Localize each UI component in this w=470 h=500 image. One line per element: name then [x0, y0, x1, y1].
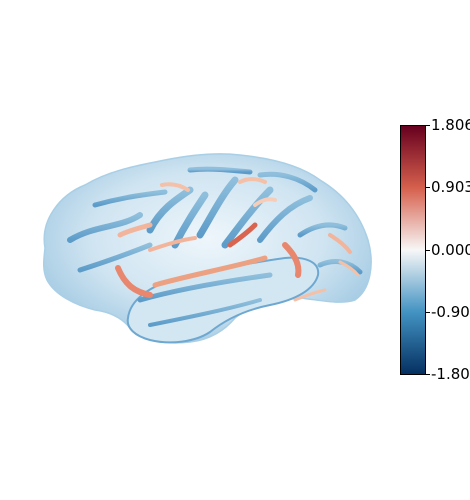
- colorbar-tick: [426, 312, 430, 313]
- colorbar-tick: [426, 250, 430, 251]
- colorbar: [400, 125, 426, 375]
- colorbar-label-min: -1.806: [431, 365, 470, 383]
- colorbar-label-max: 1.806: [431, 116, 470, 134]
- colorbar-tick: [426, 374, 430, 375]
- activation-patches: [115, 177, 360, 302]
- colorbar-label-lower: -0.903: [431, 303, 470, 321]
- sulci-pattern: [67, 166, 363, 327]
- colorbar-label-zero: 0.000: [431, 241, 470, 259]
- colorbar-tick: [426, 187, 430, 188]
- colorbar-tick: [426, 125, 430, 126]
- colorbar-label-upper: 0.903: [431, 178, 470, 196]
